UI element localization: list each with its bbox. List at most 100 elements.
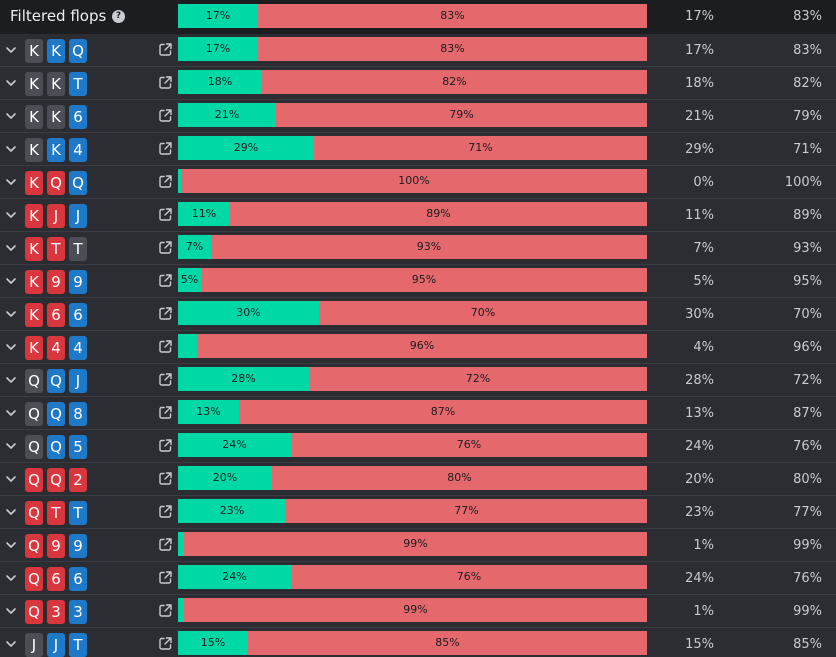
chevron-down-icon[interactable] bbox=[4, 604, 18, 618]
row-divider bbox=[0, 462, 836, 463]
chevron-down-icon[interactable] bbox=[4, 637, 18, 651]
row-divider bbox=[0, 99, 836, 100]
card-2: K bbox=[47, 72, 65, 96]
external-link-icon[interactable] bbox=[158, 372, 173, 387]
flop-row[interactable]: Q Q 5 24% 76% 24% 76% bbox=[0, 430, 836, 463]
external-link-icon[interactable] bbox=[158, 438, 173, 453]
card-2: Q bbox=[47, 468, 65, 492]
row-divider bbox=[0, 330, 836, 331]
row-divider bbox=[0, 528, 836, 529]
col-a-value: 11% bbox=[685, 208, 714, 223]
frequency-bar-green bbox=[178, 268, 201, 292]
chevron-down-icon[interactable] bbox=[4, 208, 18, 222]
chevron-down-icon[interactable] bbox=[4, 505, 18, 519]
flop-row[interactable]: K K 6 21% 79% 21% 79% bbox=[0, 100, 836, 133]
external-link-icon[interactable] bbox=[158, 504, 173, 519]
card-1: Q bbox=[25, 501, 43, 525]
flop-row[interactable]: K 9 9 5% 95% 5% 95% bbox=[0, 265, 836, 298]
flop-row[interactable]: Q 3 3 99% 1% 99% bbox=[0, 595, 836, 628]
col-b-value: 79% bbox=[793, 109, 822, 124]
external-link-icon[interactable] bbox=[158, 339, 173, 354]
card-1: K bbox=[25, 72, 43, 96]
external-link-icon[interactable] bbox=[158, 75, 173, 90]
flop-row[interactable]: J J T 15% 85% 15% 85% bbox=[0, 628, 836, 657]
frequency-bar: 7% 93% bbox=[178, 235, 647, 259]
frequency-bar-red-label: 79% bbox=[449, 108, 474, 121]
row-divider bbox=[0, 66, 836, 67]
frequency-bar-green-label: 30% bbox=[236, 306, 261, 319]
card-1: K bbox=[25, 237, 43, 261]
row-divider bbox=[0, 231, 836, 232]
chevron-down-icon[interactable] bbox=[4, 76, 18, 90]
card-2: 9 bbox=[47, 534, 65, 558]
external-link-icon[interactable] bbox=[158, 306, 173, 321]
chevron-down-icon[interactable] bbox=[4, 43, 18, 57]
chevron-down-icon[interactable] bbox=[4, 472, 18, 486]
external-link-icon[interactable] bbox=[158, 537, 173, 552]
flop-row[interactable]: Q T T 23% 77% 23% 77% bbox=[0, 496, 836, 529]
col-a-value: 29% bbox=[685, 142, 714, 157]
external-link-icon[interactable] bbox=[158, 240, 173, 255]
chevron-down-icon[interactable] bbox=[4, 175, 18, 189]
external-link-icon[interactable] bbox=[158, 141, 173, 156]
external-link-icon[interactable] bbox=[158, 273, 173, 288]
flop-row[interactable]: K 4 4 96% 4% 96% bbox=[0, 331, 836, 364]
card-2: K bbox=[47, 138, 65, 162]
summary-col-a: 17% bbox=[685, 9, 714, 24]
flop-row[interactable]: K 6 6 30% 70% 30% 70% bbox=[0, 298, 836, 331]
chevron-down-icon[interactable] bbox=[4, 109, 18, 123]
frequency-bar: 30% 70% bbox=[178, 301, 647, 325]
chevron-down-icon[interactable] bbox=[4, 406, 18, 420]
flop-row[interactable]: Q Q 2 20% 80% 20% 80% bbox=[0, 463, 836, 496]
frequency-bar-green bbox=[178, 400, 239, 424]
flop-row[interactable]: K K 4 29% 71% 29% 71% bbox=[0, 133, 836, 166]
summary-bar-red-label: 83% bbox=[440, 9, 465, 22]
frequency-bar: 23% 77% bbox=[178, 499, 647, 523]
flop-row[interactable]: K K T 18% 82% 18% 82% bbox=[0, 67, 836, 100]
chevron-down-icon[interactable] bbox=[4, 274, 18, 288]
card-2: Q bbox=[47, 171, 65, 195]
card-1: K bbox=[25, 138, 43, 162]
flop-row[interactable]: K T T 7% 93% 7% 93% bbox=[0, 232, 836, 265]
frequency-bar: 29% 71% bbox=[178, 136, 647, 160]
external-link-icon[interactable] bbox=[158, 207, 173, 222]
chevron-down-icon[interactable] bbox=[4, 571, 18, 585]
external-link-icon[interactable] bbox=[158, 471, 173, 486]
col-b-value: 96% bbox=[793, 340, 822, 355]
flop-row[interactable]: K J J 11% 89% 11% 89% bbox=[0, 199, 836, 232]
col-b-value: 95% bbox=[793, 274, 822, 289]
external-link-icon[interactable] bbox=[158, 405, 173, 420]
external-link-icon[interactable] bbox=[158, 570, 173, 585]
card-2: 6 bbox=[47, 303, 65, 327]
summary-col-b: 83% bbox=[793, 9, 822, 24]
chevron-down-icon[interactable] bbox=[4, 307, 18, 321]
help-icon[interactable]: ? bbox=[112, 10, 125, 23]
external-link-icon[interactable] bbox=[158, 636, 173, 651]
frequency-bar: 96% bbox=[178, 334, 647, 358]
chevron-down-icon[interactable] bbox=[4, 340, 18, 354]
chevron-down-icon[interactable] bbox=[4, 538, 18, 552]
external-link-icon[interactable] bbox=[158, 174, 173, 189]
frequency-bar-red-label: 95% bbox=[411, 273, 437, 286]
row-divider bbox=[0, 495, 836, 496]
flop-row[interactable]: K Q Q 100% 0% 100% bbox=[0, 166, 836, 199]
chevron-down-icon[interactable] bbox=[4, 142, 18, 156]
flop-row[interactable]: K K Q 17% 83% 17% 83% bbox=[0, 34, 836, 67]
card-3: 4 bbox=[69, 336, 87, 360]
card-2: J bbox=[47, 633, 65, 657]
external-link-icon[interactable] bbox=[158, 603, 173, 618]
chevron-down-icon[interactable] bbox=[4, 241, 18, 255]
col-a-value: 20% bbox=[685, 472, 714, 487]
flop-row[interactable]: Q Q J 28% 72% 28% 72% bbox=[0, 364, 836, 397]
page-title: Filtered flops bbox=[10, 7, 107, 25]
frequency-bar-red-label: 100% bbox=[398, 174, 430, 187]
chevron-down-icon[interactable] bbox=[4, 439, 18, 453]
chevron-down-icon[interactable] bbox=[4, 373, 18, 387]
flop-row[interactable]: Q 6 6 24% 76% 24% 76% bbox=[0, 562, 836, 595]
flop-row[interactable]: Q 9 9 99% 1% 99% bbox=[0, 529, 836, 562]
frequency-bar-green bbox=[178, 202, 230, 226]
external-link-icon[interactable] bbox=[158, 42, 173, 57]
col-a-value: 0% bbox=[693, 175, 714, 190]
external-link-icon[interactable] bbox=[158, 108, 173, 123]
flop-row[interactable]: Q Q 8 13% 87% 13% 87% bbox=[0, 397, 836, 430]
